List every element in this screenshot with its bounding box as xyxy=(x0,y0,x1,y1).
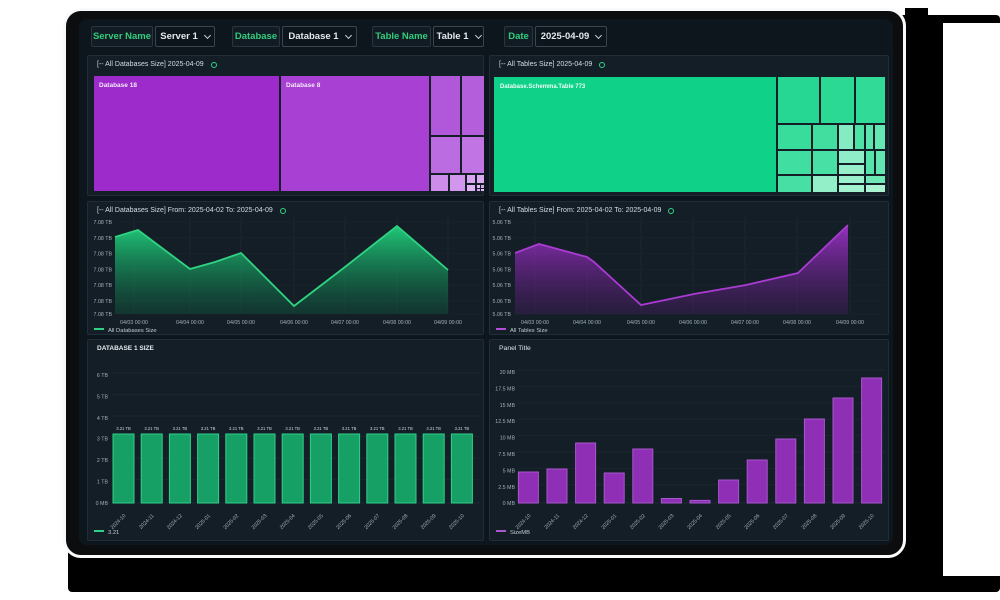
svg-text:3.21: 3.21 xyxy=(108,530,119,536)
svg-text:2025-01: 2025-01 xyxy=(601,513,619,531)
svg-text:10 MB: 10 MB xyxy=(500,436,516,442)
svg-text:04/05 00:00: 04/05 00:00 xyxy=(227,320,255,326)
svg-text:7.08 TB: 7.08 TB xyxy=(94,283,113,289)
svg-text:2 TB: 2 TB xyxy=(97,458,109,464)
svg-text:15 MB: 15 MB xyxy=(500,403,516,409)
svg-text:2025-08: 2025-08 xyxy=(392,513,410,531)
svg-text:2025-10: 2025-10 xyxy=(448,513,466,531)
svg-text:2025-04: 2025-04 xyxy=(686,513,704,531)
svg-text:2025-05: 2025-05 xyxy=(307,513,325,531)
svg-text:2025-05: 2025-05 xyxy=(715,513,733,531)
svg-text:04/06 00:00: 04/06 00:00 xyxy=(679,320,707,326)
svg-text:2025-07: 2025-07 xyxy=(364,513,382,531)
svg-text:2025-01: 2025-01 xyxy=(194,513,212,531)
svg-text:5.06 TB: 5.06 TB xyxy=(493,312,512,318)
svg-text:12.5 MB: 12.5 MB xyxy=(495,419,515,425)
svg-text:2025-07: 2025-07 xyxy=(772,513,790,531)
svg-text:2024-12: 2024-12 xyxy=(572,513,590,531)
svg-text:3.21 TB: 3.21 TB xyxy=(229,426,244,431)
svg-text:7.08 TB: 7.08 TB xyxy=(94,299,113,305)
svg-text:04/08 00:00: 04/08 00:00 xyxy=(783,320,811,326)
svg-text:3.21 TB: 3.21 TB xyxy=(144,426,159,431)
svg-text:04/03 00:00: 04/03 00:00 xyxy=(521,320,549,326)
svg-text:20 MB: 20 MB xyxy=(500,370,516,376)
svg-text:All Tables Size: All Tables Size xyxy=(510,328,548,334)
svg-text:2025-02: 2025-02 xyxy=(629,513,647,531)
svg-text:2.5 MB: 2.5 MB xyxy=(498,485,515,491)
svg-text:Database.Schemma.Table 773: Database.Schemma.Table 773 xyxy=(500,84,586,90)
svg-text:2025-04: 2025-04 xyxy=(279,513,297,531)
svg-text:7.08 TB: 7.08 TB xyxy=(94,252,113,258)
svg-text:6 TB: 6 TB xyxy=(97,373,109,379)
svg-text:04/06 00:00: 04/06 00:00 xyxy=(280,320,308,326)
svg-text:2025-09: 2025-09 xyxy=(420,513,438,531)
svg-text:04/08 00:00: 04/08 00:00 xyxy=(383,320,411,326)
svg-text:2025-03: 2025-03 xyxy=(251,513,269,531)
svg-text:5.06 TB: 5.06 TB xyxy=(493,252,512,258)
svg-text:5 MB: 5 MB xyxy=(503,468,516,474)
svg-text:1 TB: 1 TB xyxy=(97,480,109,486)
svg-text:7.5 MB: 7.5 MB xyxy=(498,452,515,458)
svg-text:2024-11: 2024-11 xyxy=(544,513,562,531)
svg-text:04/03 00:00: 04/03 00:00 xyxy=(120,320,148,326)
svg-text:5.06 TB: 5.06 TB xyxy=(493,283,512,289)
svg-text:04/07 00:00: 04/07 00:00 xyxy=(731,320,759,326)
svg-text:7.08 TB: 7.08 TB xyxy=(94,267,113,273)
svg-text:2025-06: 2025-06 xyxy=(335,513,353,531)
svg-text:0 MB: 0 MB xyxy=(503,501,516,507)
svg-text:3.21 TB: 3.21 TB xyxy=(342,426,357,431)
svg-text:7.08 TB: 7.08 TB xyxy=(94,236,113,242)
svg-text:2025-03: 2025-03 xyxy=(658,513,676,531)
svg-text:2024-12: 2024-12 xyxy=(166,513,184,531)
svg-text:3.21 TB: 3.21 TB xyxy=(426,426,441,431)
svg-text:04/05 00:00: 04/05 00:00 xyxy=(627,320,655,326)
svg-text:3.21 TB: 3.21 TB xyxy=(116,426,131,431)
svg-text:7.08 TB: 7.08 TB xyxy=(94,312,113,318)
svg-text:5 TB: 5 TB xyxy=(97,395,109,401)
svg-text:4 TB: 4 TB xyxy=(97,416,109,422)
svg-text:3.21 TB: 3.21 TB xyxy=(398,426,413,431)
svg-text:2025-10: 2025-10 xyxy=(858,513,876,531)
svg-text:2025-08: 2025-08 xyxy=(801,513,819,531)
svg-text:2024-10: 2024-10 xyxy=(110,513,128,531)
svg-text:5.06 TB: 5.06 TB xyxy=(493,236,512,242)
svg-text:3.21 TB: 3.21 TB xyxy=(173,426,188,431)
svg-text:04/04 00:00: 04/04 00:00 xyxy=(573,320,601,326)
svg-text:17.5 MB: 17.5 MB xyxy=(495,386,515,392)
svg-text:5.06 TB: 5.06 TB xyxy=(493,220,512,226)
svg-text:3.21 TB: 3.21 TB xyxy=(285,426,300,431)
svg-text:3.21 TB: 3.21 TB xyxy=(257,426,272,431)
svg-text:3.21 TB: 3.21 TB xyxy=(201,426,216,431)
svg-text:5.06 TB: 5.06 TB xyxy=(493,267,512,273)
svg-text:Database 18: Database 18 xyxy=(99,82,137,89)
svg-text:04/09 00:00: 04/09 00:00 xyxy=(434,320,462,326)
svg-text:5.06 TB: 5.06 TB xyxy=(493,299,512,305)
svg-text:3.21 TB: 3.21 TB xyxy=(370,426,385,431)
svg-text:2024-10: 2024-10 xyxy=(515,513,533,531)
svg-text:Database 8: Database 8 xyxy=(286,82,321,89)
svg-text:3.21 TB: 3.21 TB xyxy=(455,426,470,431)
svg-text:2025-09: 2025-09 xyxy=(829,513,847,531)
svg-text:7.08 TB: 7.08 TB xyxy=(94,220,113,226)
svg-text:All Databases Size: All Databases Size xyxy=(108,328,157,334)
svg-text:SizeMB: SizeMB xyxy=(510,530,530,536)
svg-text:3 TB: 3 TB xyxy=(97,437,109,443)
svg-text:04/07 00:00: 04/07 00:00 xyxy=(331,320,359,326)
svg-text:04/04 00:00: 04/04 00:00 xyxy=(176,320,204,326)
svg-text:2025-02: 2025-02 xyxy=(223,513,241,531)
svg-text:0 MB: 0 MB xyxy=(96,501,109,507)
svg-text:2025-06: 2025-06 xyxy=(744,513,762,531)
svg-text:2024-11: 2024-11 xyxy=(138,513,156,531)
svg-text:04/09 00:00: 04/09 00:00 xyxy=(836,320,864,326)
svg-text:3.21 TB: 3.21 TB xyxy=(314,426,329,431)
